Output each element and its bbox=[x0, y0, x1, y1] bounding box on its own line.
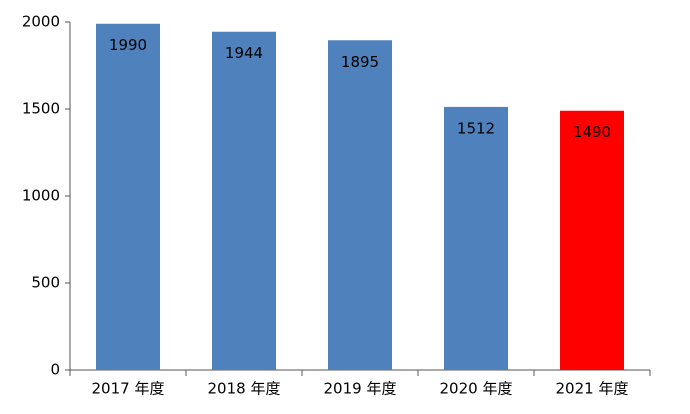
y-tick-label: 1500 bbox=[22, 100, 60, 118]
data-label: 1490 bbox=[573, 123, 611, 141]
data-label: 1944 bbox=[225, 44, 263, 62]
bar bbox=[212, 31, 276, 371]
data-label: 1512 bbox=[457, 119, 495, 137]
y-tick-label: 1000 bbox=[22, 187, 60, 205]
data-label: 1895 bbox=[341, 53, 379, 71]
x-tick-label: 2017 年度 bbox=[92, 380, 165, 398]
bar bbox=[96, 23, 160, 371]
x-tick-label: 2021 年度 bbox=[556, 380, 629, 398]
bar bbox=[444, 106, 508, 371]
x-tick-label: 2018 年度 bbox=[208, 380, 281, 398]
bar bbox=[328, 40, 392, 371]
y-tick-label: 500 bbox=[31, 274, 60, 292]
x-tick-label: 2020 年度 bbox=[440, 380, 513, 398]
data-label: 1990 bbox=[109, 36, 147, 54]
x-tick-label: 2019 年度 bbox=[324, 380, 397, 398]
bar bbox=[560, 110, 624, 371]
y-tick-label: 2000 bbox=[22, 13, 60, 31]
y-tick-label: 0 bbox=[50, 361, 60, 379]
